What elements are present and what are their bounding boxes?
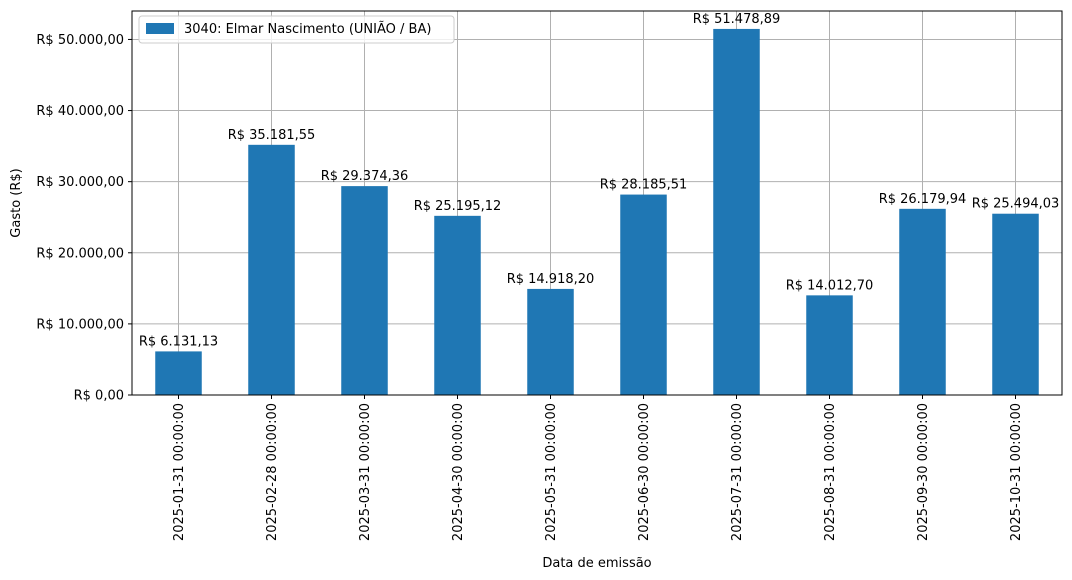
bar <box>155 351 202 395</box>
bars <box>155 28 1039 396</box>
legend: 3040: Elmar Nascimento (UNIÃO / BA) <box>138 15 455 44</box>
x-tick-label: 2025-04-30 00:00:00 <box>451 403 466 541</box>
y-tick-label: R$ 0,00 <box>74 389 124 404</box>
x-tick-label: 2025-07-31 00:00:00 <box>730 403 745 541</box>
legend-swatch <box>146 23 174 34</box>
bar-value-label: R$ 14.012,70 <box>786 278 874 293</box>
bar <box>713 28 760 396</box>
legend-box <box>138 15 455 44</box>
x-tick-label: 2025-01-31 00:00:00 <box>172 403 187 541</box>
bar <box>992 213 1039 395</box>
y-tick-label: R$ 50.000,00 <box>36 33 124 48</box>
y-tick-label: R$ 30.000,00 <box>36 175 124 190</box>
bar <box>248 144 295 395</box>
data-labels: R$ 6.131,13 R$ 35.181,55 R$ 29.374,36 R$ 25… <box>139 12 1059 349</box>
y-tick-label: R$ 10.000,00 <box>36 317 124 332</box>
y-tick-label: R$ 20.000,00 <box>36 246 124 261</box>
x-tick-label: 2025-09-30 00:00:00 <box>916 403 931 541</box>
x-tick-label: 2025-05-31 00:00:00 <box>544 403 559 541</box>
bar-value-label: R$ 14.918,20 <box>507 272 595 287</box>
bar-value-label: R$ 25.494,03 <box>972 197 1060 212</box>
bar <box>806 295 853 395</box>
bar-value-label: R$ 51.478,89 <box>693 12 781 27</box>
bar-value-label: R$ 28.185,51 <box>600 178 688 193</box>
legend-label: 3040: Elmar Nascimento (UNIÃO / BA) <box>184 21 431 37</box>
bar <box>341 186 388 395</box>
x-axis-title: Data de emissão <box>542 556 651 571</box>
bar-value-label: R$ 29.374,36 <box>321 169 409 184</box>
bar <box>620 194 667 395</box>
bar-value-label: R$ 6.131,13 <box>139 334 218 349</box>
y-axis-title: Gasto (R$) <box>9 168 24 237</box>
bar <box>434 215 481 395</box>
bar <box>899 208 946 395</box>
y-tick-label: R$ 40.000,00 <box>36 104 124 119</box>
bar <box>527 288 574 395</box>
plot-frame <box>131 10 1063 396</box>
y-axis: R$ 0,00 R$ 10.000,00 R$ 20.000,00 R$ 30.000… <box>36 33 132 404</box>
bar-value-label: R$ 25.195,12 <box>414 199 502 214</box>
x-tick-label: 2025-03-31 00:00:00 <box>358 403 373 541</box>
bar-value-label: R$ 26.179,94 <box>879 192 967 207</box>
x-tick-label: 2025-10-31 00:00:00 <box>1009 403 1024 541</box>
x-tick-label: 2025-08-31 00:00:00 <box>823 403 838 541</box>
bar-value-label: R$ 35.181,55 <box>228 128 316 143</box>
x-tick-label: 2025-02-28 00:00:00 <box>265 403 280 541</box>
x-axis: 2025-01-31 00:00:00 2025-02-28 00:00:00 20… <box>172 395 1024 541</box>
x-tick-label: 2025-06-30 00:00:00 <box>637 403 652 541</box>
